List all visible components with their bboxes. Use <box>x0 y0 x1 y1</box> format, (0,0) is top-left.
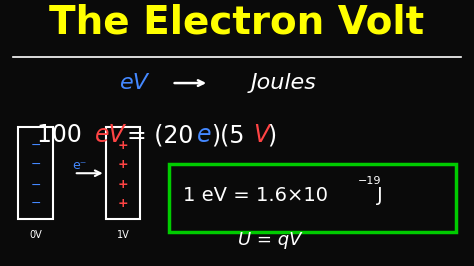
Text: +: + <box>118 157 128 171</box>
Text: = (20: = (20 <box>128 123 194 147</box>
Bar <box>18 127 53 219</box>
Text: U = qV: U = qV <box>238 231 301 249</box>
Text: eV: eV <box>120 73 149 93</box>
Text: J: J <box>377 186 383 205</box>
Text: 0V: 0V <box>29 230 42 240</box>
Text: V: V <box>253 123 269 147</box>
Text: Joules: Joules <box>251 73 317 93</box>
Text: +: + <box>118 139 128 152</box>
Text: The Electron Volt: The Electron Volt <box>49 4 425 42</box>
Text: −: − <box>30 197 41 210</box>
Text: −19: −19 <box>358 176 382 186</box>
Text: −: − <box>30 178 41 192</box>
Text: +: + <box>118 178 128 192</box>
Text: −: − <box>30 139 41 152</box>
Text: +: + <box>118 197 128 210</box>
Text: 1 eV = 1.6×10: 1 eV = 1.6×10 <box>183 186 328 205</box>
Text: e: e <box>197 123 212 147</box>
Text: e⁻: e⁻ <box>73 159 87 172</box>
Bar <box>169 164 456 232</box>
Text: eV: eV <box>95 123 126 147</box>
Text: −: − <box>30 157 41 171</box>
Text: 100: 100 <box>36 123 89 147</box>
Bar <box>106 127 140 219</box>
Text: )(5: )(5 <box>211 123 245 147</box>
Text: 1V: 1V <box>117 230 129 240</box>
Text: ): ) <box>267 123 276 147</box>
